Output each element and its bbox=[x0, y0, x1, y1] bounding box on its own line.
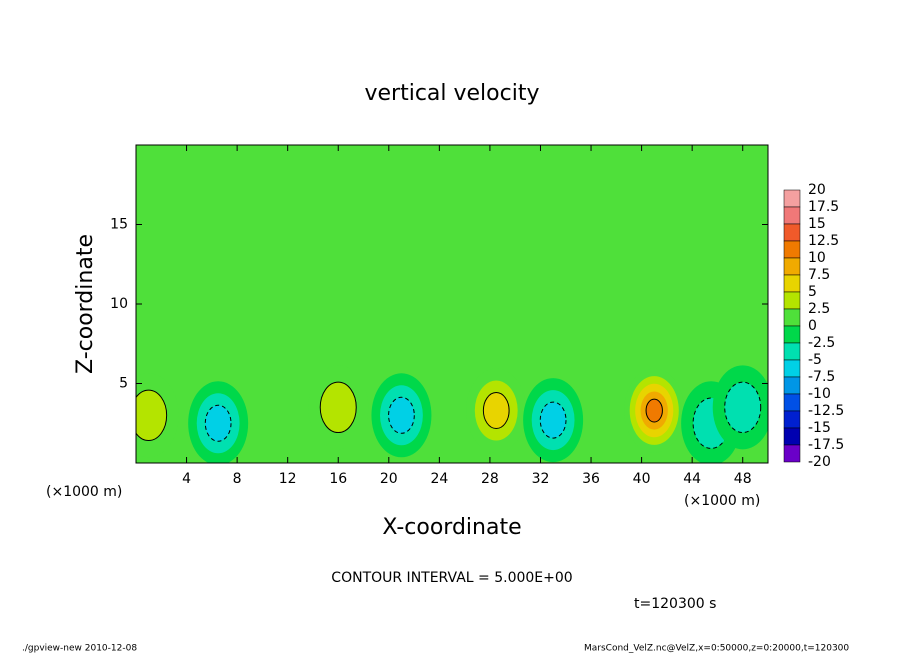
colorbar-label: 2.5 bbox=[808, 301, 830, 317]
x-tick-label: 32 bbox=[532, 471, 550, 487]
colorbar-label: 7.5 bbox=[808, 267, 830, 283]
colorbar-label: 12.5 bbox=[808, 233, 839, 249]
field-blob bbox=[204, 404, 232, 442]
colorbar-band bbox=[783, 444, 801, 463]
x-tick-label: 48 bbox=[734, 471, 752, 487]
colorbar-label: 17.5 bbox=[808, 199, 839, 215]
x-tick-label: 4 bbox=[182, 471, 191, 487]
x-tick-label: 24 bbox=[430, 471, 448, 487]
colorbar-band bbox=[783, 189, 801, 208]
field-blob bbox=[319, 381, 357, 434]
colorbar-label: 0 bbox=[808, 318, 817, 334]
x-tick-label: 12 bbox=[279, 471, 297, 487]
field-blob bbox=[482, 392, 510, 430]
colorbar-label: 5 bbox=[808, 284, 817, 300]
colorbar-band bbox=[783, 359, 801, 378]
colorbar-label: -10 bbox=[808, 386, 831, 402]
colorbar-label: 15 bbox=[808, 216, 826, 232]
field-blob bbox=[388, 396, 415, 434]
colorbar-label: -2.5 bbox=[808, 335, 835, 351]
footer: MarsCond_VelZ.nc@VelZ,x=0:50000,z=0:2000… bbox=[584, 644, 849, 654]
x-tick-label: 28 bbox=[481, 471, 499, 487]
colorbar-band bbox=[783, 240, 801, 259]
colorbar-band bbox=[783, 308, 801, 327]
y-axis-label: Z-coordinate bbox=[73, 234, 98, 374]
colorbar-label: -17.5 bbox=[808, 437, 844, 453]
x-tick-label: 8 bbox=[233, 471, 242, 487]
colorbar-label: 20 bbox=[808, 182, 826, 198]
y-tick-label: 15 bbox=[110, 217, 128, 233]
x-tick-label: 44 bbox=[683, 471, 701, 487]
colorbar-band bbox=[783, 410, 801, 429]
colorbar-band bbox=[783, 206, 801, 225]
colorbar-band bbox=[783, 257, 801, 276]
colorbar-label: -15 bbox=[808, 420, 831, 436]
colorbar-band bbox=[783, 393, 801, 412]
colorbar-band bbox=[783, 274, 801, 293]
colorbar-label: -12.5 bbox=[808, 403, 844, 419]
field-blob bbox=[136, 389, 168, 441]
colorbar-label: -7.5 bbox=[808, 369, 835, 385]
footer: ./gpview-new 2010-12-08 bbox=[22, 644, 137, 654]
colorbar-band bbox=[783, 223, 801, 242]
x-tick-label: 36 bbox=[582, 471, 600, 487]
y-tick-label: 5 bbox=[119, 376, 128, 392]
contour-note: CONTOUR INTERVAL = 5.000E+00 bbox=[331, 570, 572, 586]
x-tick-label: 20 bbox=[380, 471, 398, 487]
colorbar-band bbox=[783, 427, 801, 446]
colorbar-label: 10 bbox=[808, 250, 826, 266]
x-unit: (×1000 m) bbox=[684, 493, 760, 509]
chart-title: vertical velocity bbox=[364, 81, 539, 106]
y-tick-label: 10 bbox=[110, 296, 128, 312]
x-tick-label: 16 bbox=[329, 471, 347, 487]
x-axis-label: X-coordinate bbox=[382, 515, 521, 540]
colorbar-band bbox=[783, 291, 801, 310]
field-blob bbox=[539, 401, 567, 439]
field-blob bbox=[724, 381, 762, 434]
field-blob bbox=[645, 398, 663, 423]
colorbar-label: -5 bbox=[808, 352, 822, 368]
time-label: t=120300 s bbox=[634, 596, 716, 612]
x-tick-label: 40 bbox=[633, 471, 651, 487]
colorbar-band bbox=[783, 342, 801, 361]
colorbar-band bbox=[783, 376, 801, 395]
colorbar-label: -20 bbox=[808, 454, 831, 470]
colorbar-band bbox=[783, 325, 801, 344]
x-unit: (×1000 m) bbox=[46, 484, 122, 500]
